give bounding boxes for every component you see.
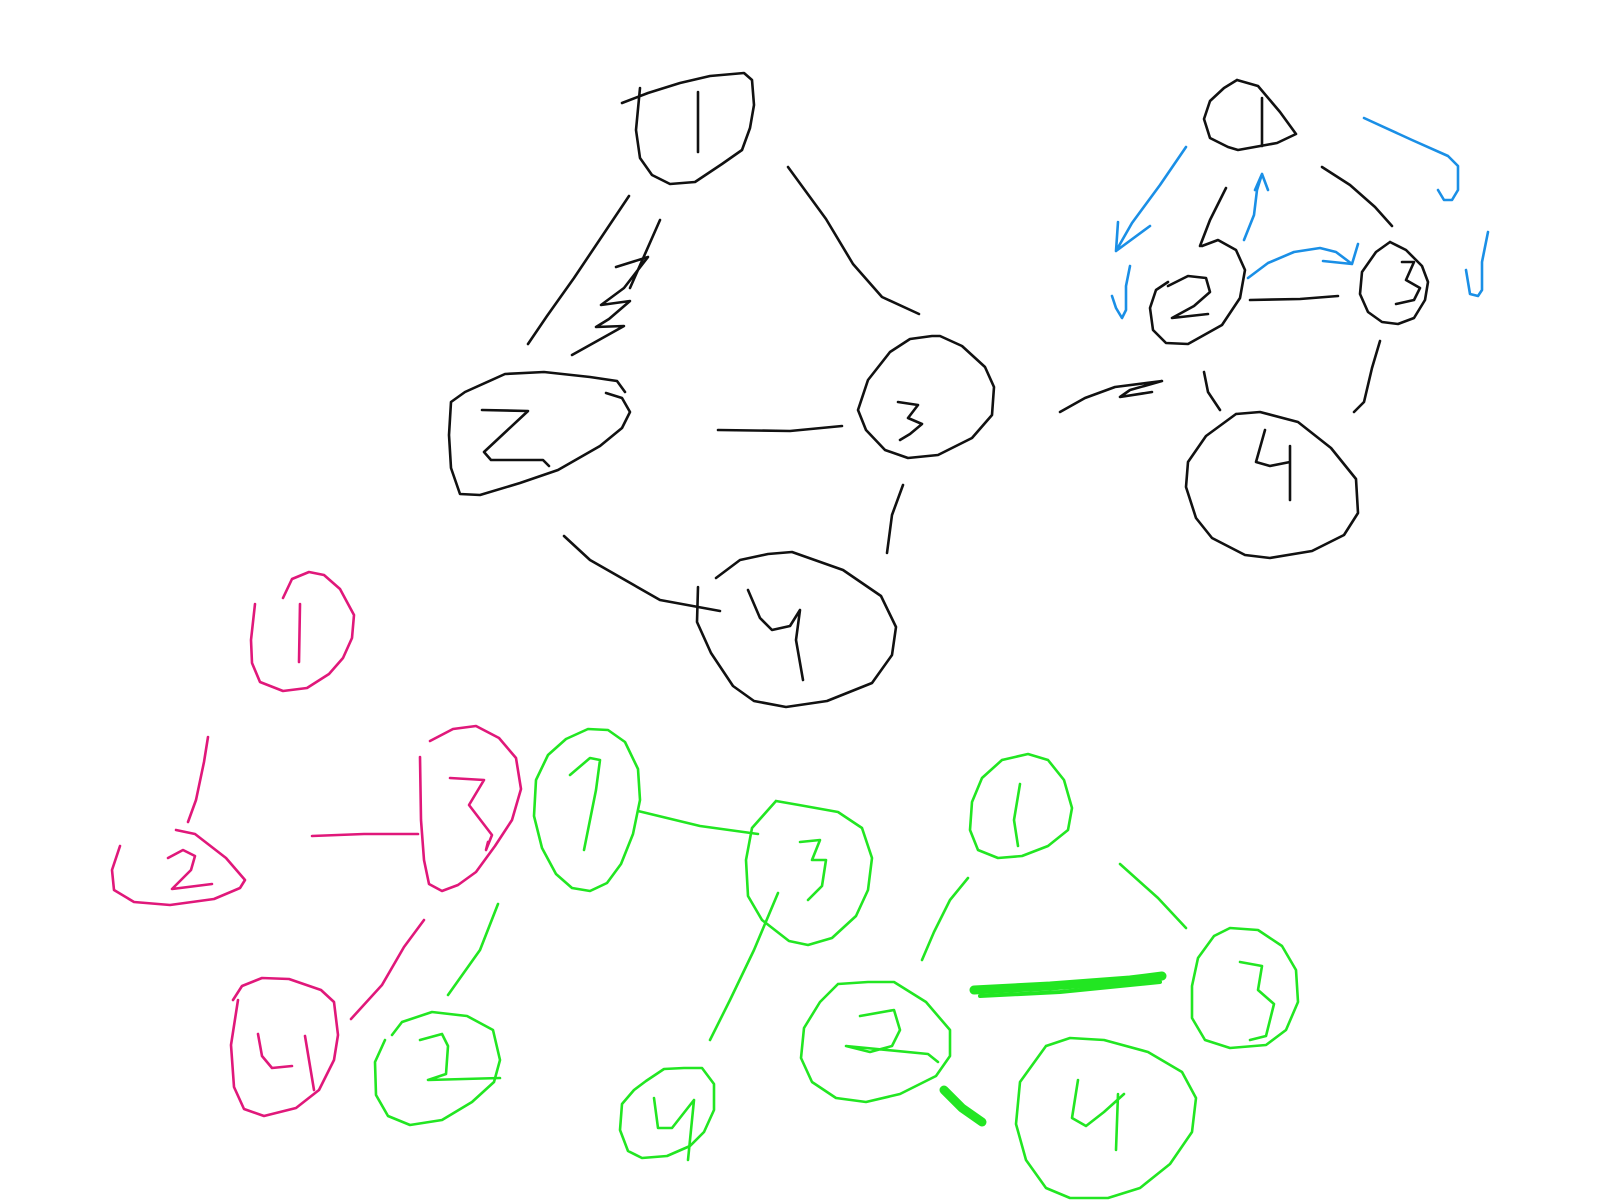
directed-node-1-circle (1202, 78, 1298, 152)
main-edge-2-4 (562, 534, 722, 613)
green-b-node-4-label (1070, 1078, 1126, 1152)
main-node-3-circle (856, 334, 996, 460)
directed-edge-1-3 (1320, 165, 1394, 228)
magenta-edge-3-4 (349, 918, 426, 1021)
green-tree-a (373, 727, 874, 1162)
green-a-edge-3-4 (708, 891, 780, 1042)
main-node-3 (856, 334, 996, 460)
green-b-node-2 (799, 980, 952, 1104)
green-a-edge-1-2 (446, 902, 500, 997)
magenta-node-3-label (448, 776, 494, 852)
magenta-node-2-label (166, 848, 214, 891)
main-edge-2-3 (716, 424, 844, 433)
main-edge-1-2 (526, 194, 631, 346)
green-b-edge-1-2 (920, 876, 970, 962)
green-a-node-1-label (568, 756, 602, 852)
directed-edge-1-2 (1198, 186, 1228, 248)
arrow-top-right-curve-icon (1362, 116, 1460, 202)
directed-graph (1148, 78, 1430, 560)
green-b-node-3 (1190, 926, 1300, 1050)
magenta-edge-2-3 (310, 832, 420, 838)
green-a-node-2-circle (373, 1010, 502, 1127)
main-node-1 (620, 71, 756, 186)
main-edge-3-4 (885, 483, 905, 555)
directed-node-3 (1358, 240, 1430, 326)
green-a-node-1 (532, 727, 642, 893)
green-b-edge-2-3-thick (969, 971, 1167, 995)
directed-node-2-circle (1148, 238, 1247, 346)
main-node-2-circle (447, 370, 632, 497)
directed-node-3-circle (1358, 240, 1430, 326)
magenta-edge-1-2 (186, 735, 210, 824)
directed-node-4-circle (1184, 410, 1360, 560)
green-a-node-4 (618, 1066, 716, 1162)
green-b-node-4-circle (1014, 1036, 1198, 1200)
directed-node-2-label (1166, 274, 1212, 320)
green-a-node-4-circle (618, 1066, 716, 1160)
green-a-node-4-label (652, 1096, 696, 1162)
direction-arrows (1110, 116, 1490, 320)
green-b-node-1-circle (968, 752, 1074, 860)
green-b-node-2-circle (799, 980, 952, 1104)
main-node-4-label (746, 588, 805, 682)
main-edge-1-2-weight-label (570, 218, 662, 357)
main-node-3-label (896, 400, 924, 442)
transform-arrow (1058, 379, 1164, 414)
tick-right-icon (1464, 230, 1490, 298)
directed-edge-3-4 (1352, 339, 1382, 414)
green-tree-b (799, 752, 1300, 1200)
green-a-edge-1-3 (636, 809, 760, 836)
main-graph (447, 71, 996, 709)
main-node-2 (447, 370, 632, 497)
green-b-node-1 (968, 752, 1074, 860)
arrow-up-icon (1242, 172, 1270, 242)
arrow-down-left-icon (1114, 145, 1188, 253)
green-b-edge-1-3 (1118, 862, 1188, 930)
magenta-node-4 (229, 976, 340, 1118)
magenta-node-4-circle (229, 976, 340, 1118)
main-node-2-label (480, 408, 551, 468)
magenta-node-2-circle (110, 828, 247, 907)
green-a-node-3-circle (744, 799, 874, 947)
magenta-node-2 (110, 828, 247, 907)
green-b-edge-2-4-thick (939, 1085, 987, 1127)
directed-edge-2-3 (1248, 294, 1340, 302)
green-a-node-1-circle (532, 727, 642, 893)
green-b-node-3-circle (1190, 926, 1300, 1050)
directed-node-4-label (1254, 428, 1292, 502)
directed-node-4 (1184, 410, 1360, 560)
green-a-node-3 (744, 799, 874, 947)
directed-node-3-label (1394, 260, 1422, 306)
green-a-node-2 (373, 1010, 502, 1127)
green-a-node-3-label (798, 838, 828, 902)
magenta-node-1 (249, 570, 356, 693)
magenta-node-3-circle (418, 724, 523, 893)
directed-node-2 (1148, 238, 1247, 346)
magenta-node-3 (418, 724, 523, 893)
magenta-node-4-label (256, 1032, 316, 1092)
arrow-right-curve-icon (1246, 242, 1360, 280)
magenta-tree (110, 570, 523, 1118)
main-node-4 (695, 550, 898, 709)
directed-edge-2-4 (1202, 370, 1222, 412)
main-node-4-circle (695, 550, 898, 709)
green-b-node-3-label (1238, 960, 1276, 1042)
tick-left-icon (1110, 264, 1132, 320)
green-b-node-1-label (1012, 782, 1022, 848)
magenta-node-1-label (297, 602, 302, 664)
green-b-edge-2-3-thick-stroke-2 (978, 980, 1162, 998)
directed-node-1 (1202, 78, 1298, 152)
green-b-node-2-label (844, 1008, 940, 1064)
magenta-node-1-circle (249, 570, 356, 693)
green-b-node-4 (1014, 1036, 1198, 1200)
main-edge-1-3 (786, 165, 921, 316)
main-node-1-circle (620, 71, 756, 186)
green-a-node-2-label (418, 1032, 502, 1082)
